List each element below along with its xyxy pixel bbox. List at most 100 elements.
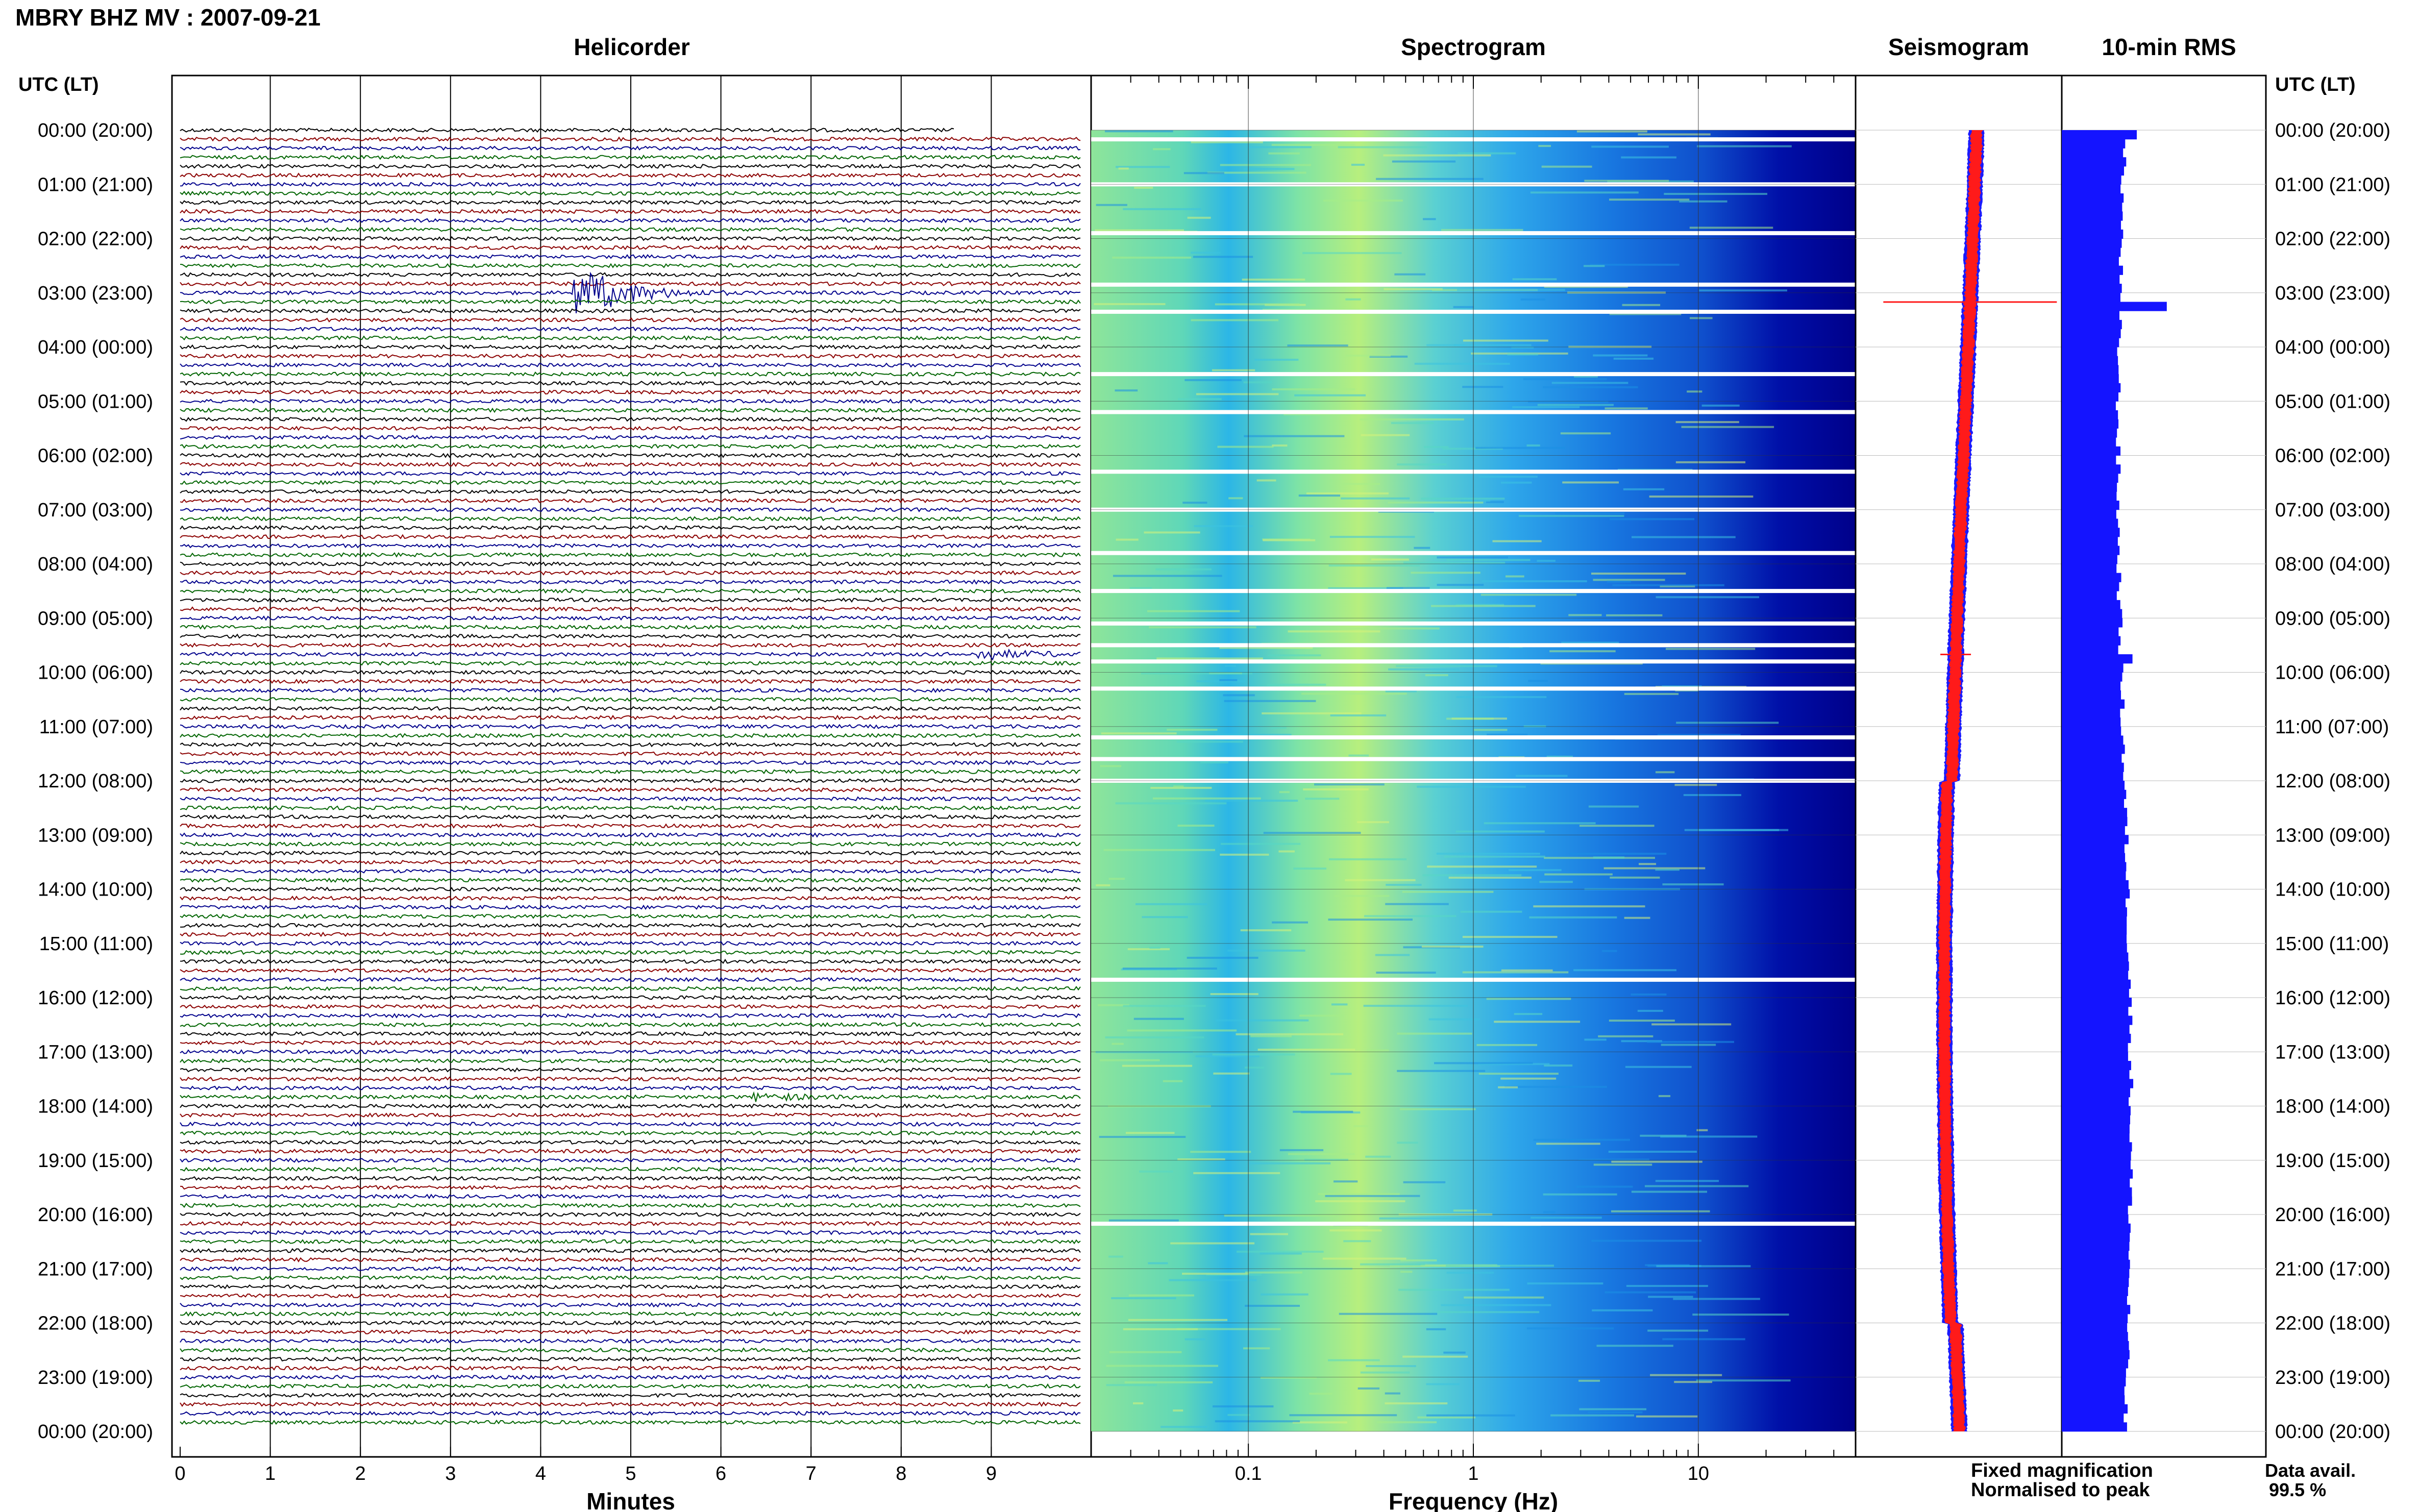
time-label-right: 14:00 (10:00)	[2275, 879, 2390, 901]
spectrogram-texture	[1213, 1072, 1250, 1075]
spectrogram-texture	[1610, 876, 1660, 879]
spectrogram-texture	[1263, 832, 1361, 834]
rms-bar	[2062, 1305, 2131, 1315]
spectrogram-texture	[1155, 568, 1212, 571]
spectrogram-texture	[1498, 1086, 1518, 1088]
spectrogram-texture	[1455, 604, 1504, 606]
spectrogram-texture	[1244, 435, 1345, 437]
rms-bar	[2062, 157, 2127, 167]
rms-bar	[2062, 591, 2117, 601]
spectrogram-texture	[1576, 1185, 1633, 1188]
spectrogram-texture	[1243, 168, 1295, 170]
spectrogram-texture	[1272, 444, 1288, 447]
rms-bar	[2062, 455, 2116, 465]
helicorder-trace	[180, 1058, 1081, 1063]
helicorder-trace	[180, 805, 1081, 811]
spectrogram-texture	[1444, 855, 1545, 858]
spectrogram-texture	[1122, 1064, 1193, 1067]
spectrogram-texture	[1462, 386, 1503, 388]
rms-bar	[2062, 645, 2118, 655]
spectrogram-texture	[1596, 1345, 1673, 1347]
rms-bar	[2062, 816, 2128, 827]
spectrogram-texture	[1696, 1379, 1791, 1382]
rms-bar	[2062, 726, 2121, 736]
spectrogram-texture	[1426, 1328, 1446, 1330]
helicorder-trace	[180, 1049, 1081, 1055]
rms-bar	[2062, 672, 2122, 682]
spectrogram-texture	[1182, 1273, 1249, 1275]
spectrogram-texture	[1579, 825, 1655, 827]
helicorder-trace	[180, 588, 1081, 594]
helicorder-trace	[180, 172, 1081, 178]
rms-bar	[2062, 211, 2123, 221]
spectrogram-texture	[1649, 495, 1754, 498]
helicorder-trace	[180, 344, 1081, 350]
spectrogram-texture	[1261, 1293, 1309, 1296]
time-label-left: 16:00 (12:00)	[38, 987, 153, 1009]
rms-bar	[2062, 329, 2121, 338]
rms-bar	[2062, 609, 2122, 618]
time-label-right: 05:00 (01:00)	[2275, 391, 2390, 412]
helicorder-trace	[180, 778, 1081, 783]
spectrogram-texture	[1608, 1151, 1697, 1153]
spectrogram-texture	[1531, 1217, 1602, 1219]
helicorder-trace	[180, 986, 1081, 992]
helicorder-trace	[180, 1022, 1081, 1028]
helicorder-trace	[180, 317, 1081, 323]
spectrogram-texture	[1123, 208, 1201, 210]
rms-bar	[2062, 871, 2126, 881]
spectrogram-texture	[1533, 1138, 1631, 1141]
rms-bar	[2062, 1313, 2128, 1323]
spectrogram-texture	[1482, 580, 1587, 583]
rms-bar	[2062, 952, 2129, 962]
spectrogram-texture	[1177, 1158, 1225, 1161]
rms-bar	[2062, 419, 2119, 429]
spectrogram-texture	[1675, 461, 1746, 463]
spectrogram-texture	[1279, 1149, 1324, 1151]
spectrogram-texture	[1453, 306, 1474, 308]
rms-bar	[2062, 1088, 2131, 1098]
helicorder-trace	[180, 1221, 1081, 1227]
time-label-right: 08:00 (04:00)	[2275, 554, 2390, 575]
rms-bar	[2062, 265, 2123, 275]
helicorder-trace	[180, 525, 1081, 531]
helicorder-trace	[180, 399, 1081, 404]
rms-bar	[2062, 1033, 2131, 1044]
spectrogram-texture	[1272, 921, 1309, 924]
spectrogram-texture	[1661, 1044, 1716, 1046]
spectrogram-texture	[1638, 133, 1711, 136]
helicorder-trace	[180, 1085, 1081, 1091]
spectrogram-texture	[1397, 1142, 1418, 1144]
helicorder-trace	[180, 1203, 1081, 1208]
helicorder-trace	[180, 714, 1081, 721]
rms-bar	[2062, 1187, 2132, 1197]
spectrogram-texture	[1357, 821, 1389, 824]
spectrogram-texture	[1511, 346, 1534, 349]
time-label-right: 21:00 (17:00)	[2275, 1258, 2390, 1280]
spectrogram-texture	[1184, 1338, 1205, 1341]
spectrogram-texture	[1106, 1365, 1218, 1367]
spectrogram-texture	[1484, 822, 1596, 825]
spectrogram-texture	[1125, 1132, 1175, 1134]
helicorder-x-tick-label: 5	[625, 1463, 636, 1484]
spectrogram-texture	[1367, 1049, 1389, 1052]
rms-bar	[2062, 1323, 2128, 1332]
spectrogram-texture	[1127, 1029, 1237, 1032]
spectrogram-texture	[1388, 668, 1460, 671]
helicorder-trace	[180, 543, 1081, 549]
spectrogram-texture	[1626, 1285, 1708, 1287]
helicorder-trace	[180, 362, 1081, 368]
spectrogram-texture	[1134, 186, 1153, 189]
spectrogram-texture	[1494, 1021, 1581, 1023]
spectrogram-texture	[1624, 692, 1679, 695]
spectrogram-texture	[1245, 1271, 1302, 1274]
helicorder-trace	[180, 1211, 1081, 1218]
helicorder-trace	[180, 1266, 1081, 1272]
spectrogram-texture	[1544, 285, 1628, 288]
spectrogram-texture	[1385, 1402, 1448, 1405]
rms-bar	[2062, 1106, 2131, 1116]
spectrogram-texture	[1541, 165, 1592, 168]
spectrogram-texture	[1574, 376, 1598, 378]
spectrogram-texture	[1486, 501, 1504, 503]
